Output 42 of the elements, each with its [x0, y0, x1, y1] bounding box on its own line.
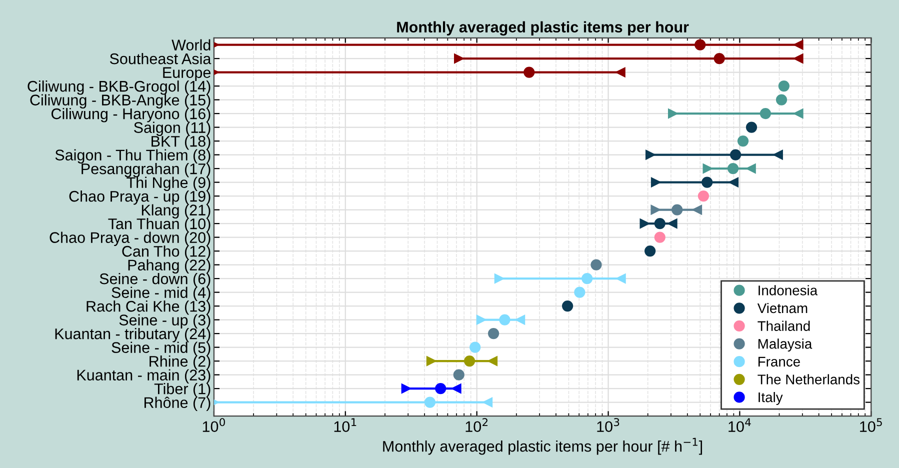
legend-label: The Netherlands — [758, 374, 860, 384]
y-tick-label: Seine - mid (5) — [112, 342, 210, 356]
y-tick-label: Rhine (2) — [150, 356, 210, 370]
y-tick-label: Europe — [163, 67, 211, 81]
y-tick-label: Ciliwung - BKB-Angke (15) — [30, 94, 210, 108]
x-tick-label: 10$^{5}$ — [860, 418, 882, 432]
y-tick-label: Southeast Asia — [110, 53, 212, 64]
chart-title: Monthly averaged plastic items per hour — [397, 21, 689, 36]
y-tick-label: Can Tho (12) — [122, 246, 210, 260]
y-tick-label: Rhône (7) — [144, 396, 210, 412]
y-tick-label: Tiber (1) — [154, 383, 210, 398]
y-tick-label: BKT (18) — [152, 136, 210, 150]
x-tick-label: 10$^{3}$ — [597, 418, 620, 432]
y-tick-label: Seine - up (3) — [119, 314, 210, 329]
y-tick-label: Chao Praya - up (19) — [69, 190, 210, 205]
legend-label: Malaysia — [758, 338, 812, 352]
y-tick-label: Pesanggrahan (17) — [82, 163, 210, 178]
y-tick-label: Chao Praya - down (20) — [50, 232, 210, 246]
y-tick-label: Ciliwung - BKB-Grogol (14) — [28, 80, 210, 95]
x-tick-label: 10$^{0}$ — [202, 418, 225, 432]
x-tick-label: 10$^{1}$ — [334, 418, 356, 432]
y-tick-label: Pahang (22) — [128, 259, 210, 274]
x-tick-label: 10$^{4}$ — [728, 418, 751, 432]
y-tick-label: Tan Thuan (10) — [108, 218, 210, 232]
y-tick-label: Seine - mid (4) — [112, 286, 210, 301]
y-tick-label: Rach Cai Khe (13) — [86, 300, 210, 315]
y-tick-label: Ciliwung - Haryono (16) — [51, 108, 210, 122]
y-tick-label: Klang (21) — [142, 204, 210, 218]
legend-label: Indonesia — [758, 285, 818, 296]
x-axis-title: Monthly averaged plastic items per hour [# h$^{−1}$] — [383, 438, 702, 455]
legend-label: Italy — [758, 392, 783, 405]
y-tick-label: Thi Nghe (9) — [126, 176, 210, 191]
x-tick-label: 10$^{2}$ — [466, 418, 488, 432]
y-tick-label: Saigon (11) — [134, 122, 210, 136]
y-tick-label: Saigon - Thu Thiem (8) — [55, 149, 210, 164]
legend-label: Thailand — [758, 320, 810, 331]
legend-label: Vietnam — [757, 302, 808, 314]
y-tick-label: World — [172, 39, 210, 50]
legend-label: France — [758, 356, 800, 367]
y-tick-label: Kuantan - main (23) — [77, 369, 210, 384]
y-tick-label: Seine - down (6) — [100, 273, 210, 288]
y-tick-label: Kuantan - tributary (24) — [55, 328, 210, 342]
